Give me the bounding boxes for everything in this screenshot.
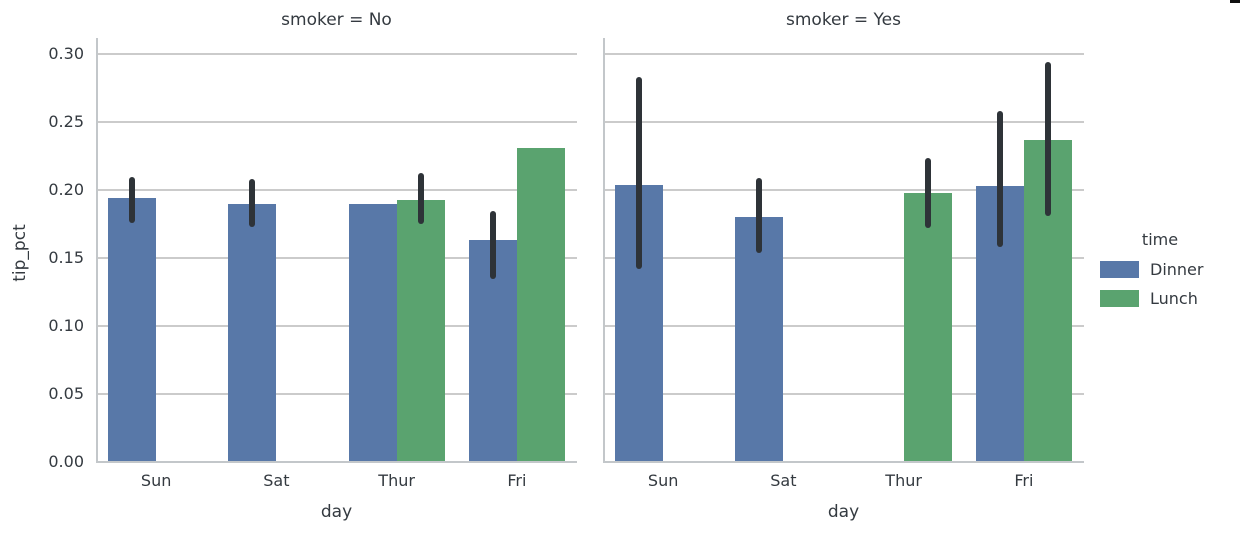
gridline: [603, 121, 1084, 124]
legend-swatch-lunch: [1100, 290, 1139, 307]
y-tick-label: 0.10: [48, 316, 84, 336]
gridline: [96, 257, 577, 260]
x-tick-label: Thur: [885, 471, 922, 490]
gridline: [96, 325, 577, 328]
x-axis-spine: [603, 461, 1084, 463]
bar-dinner-sat: [228, 203, 277, 462]
error-bar-dinner-sun: [129, 176, 136, 223]
error-bar-dinner-sat: [756, 177, 763, 253]
legend: time Dinner Lunch: [1100, 230, 1220, 308]
legend-item-lunch: Lunch: [1100, 289, 1220, 308]
gridline: [603, 257, 1084, 260]
y-tick-label: 0.05: [48, 384, 84, 404]
x-tick-label: Sun: [647, 471, 679, 490]
facet-title-smoker-no: smoker = No: [281, 10, 392, 30]
error-bar-dinner-fri: [996, 111, 1003, 248]
legend-label-lunch: Lunch: [1150, 289, 1198, 308]
gridline: [603, 393, 1084, 396]
y-tick-label: 0.00: [48, 452, 84, 471]
gridline: [96, 53, 577, 56]
bar-dinner-thur: [348, 203, 397, 462]
bar-dinner-sun: [108, 198, 157, 462]
x-axis-label: day: [320, 502, 353, 522]
error-bar-lunch-fri: [1044, 62, 1051, 217]
x-tick-label: Thur: [378, 471, 415, 490]
gridline: [96, 121, 577, 124]
gridline: [603, 189, 1084, 192]
error-bar-lunch-thur: [924, 157, 931, 229]
gridline: [603, 53, 1084, 56]
x-tick-label: Fri: [1014, 471, 1034, 490]
bar-lunch-thur: [903, 192, 952, 462]
error-bar-dinner-fri: [489, 210, 496, 279]
x-tick-label: Sat: [263, 471, 290, 490]
error-bar-dinner-sat: [249, 179, 256, 227]
facet-title-smoker-yes: smoker = Yes: [786, 10, 901, 30]
bar-dinner-sat: [735, 217, 784, 462]
legend-item-dinner: Dinner: [1100, 260, 1220, 279]
error-bar-lunch-thur: [417, 172, 424, 225]
gridline: [96, 189, 577, 192]
x-tick-label: Sun: [140, 471, 172, 490]
y-tick-label: 0.15: [48, 248, 84, 268]
error-bar-dinner-sun: [636, 77, 643, 270]
bar-lunch-thur: [396, 199, 445, 462]
x-axis-spine: [96, 461, 577, 463]
x-tick-label: Sat: [770, 471, 797, 490]
x-axis-label: day: [827, 502, 860, 522]
y-axis-spine: [603, 38, 605, 462]
legend-title: time: [1141, 230, 1179, 249]
gridline: [96, 393, 577, 396]
y-tick-label: 0.25: [48, 112, 84, 132]
gridline: [603, 325, 1084, 328]
x-tick-label: Fri: [507, 471, 527, 490]
legend-label-dinner: Dinner: [1150, 260, 1204, 279]
y-axis-spine: [96, 38, 98, 462]
y-tick-label: 0.30: [48, 44, 84, 64]
y-tick-label: 0.20: [48, 180, 84, 200]
screen-edge-artifact: [1230, 0, 1240, 3]
legend-swatch-dinner: [1100, 261, 1139, 278]
bar-lunch-fri: [516, 148, 565, 462]
